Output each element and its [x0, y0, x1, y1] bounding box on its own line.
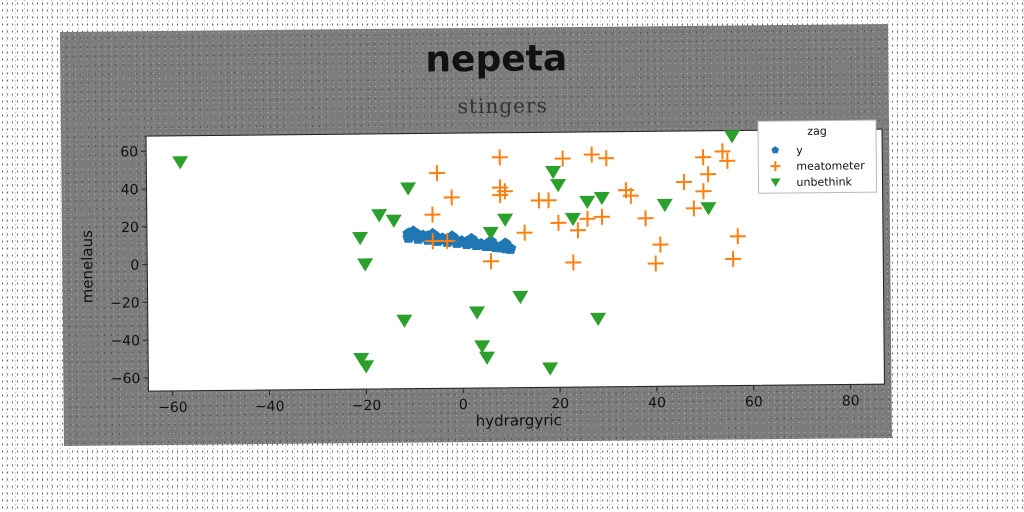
scatter-chart: nepeta stingers −60 −40 −20 0 20 40 60 80 −60 −40… [60, 24, 892, 446]
y-tick-label: 40 [121, 182, 139, 198]
x-tick-label: −40 [255, 399, 285, 415]
x-tick-label: 0 [459, 397, 468, 413]
chart-title: nepeta [425, 38, 567, 80]
y-tick-label: −60 [111, 371, 141, 387]
x-tick-label: −60 [158, 400, 188, 416]
x-tick-label: 20 [551, 396, 569, 412]
x-tick-label: 40 [648, 395, 666, 411]
y-axis-label: menelaus [78, 230, 97, 304]
legend-label-unbethink: unbethink [796, 175, 852, 189]
x-tick-label: −20 [352, 398, 382, 414]
x-axis-label: hydrargyric [476, 411, 562, 430]
legend-title: zag [807, 125, 827, 138]
x-tick-label: 60 [745, 394, 763, 410]
legend-label-y: y [796, 144, 803, 157]
x-tick-label: 80 [842, 393, 860, 409]
y-tick-label: −40 [110, 333, 140, 349]
y-tick-label: −20 [110, 295, 140, 311]
legend-label-meatometer: meatometer [796, 159, 865, 173]
y-tick-label: 60 [120, 144, 138, 160]
y-tick-label: 20 [121, 220, 139, 236]
y-tick-label: 0 [130, 258, 139, 274]
chart-figure: nepeta stingers −60 −40 −20 0 20 40 60 80 −60 −40… [60, 24, 892, 446]
chart-subtitle: stingers [458, 93, 548, 118]
legend: zag y meatometer unbethink [758, 120, 877, 193]
